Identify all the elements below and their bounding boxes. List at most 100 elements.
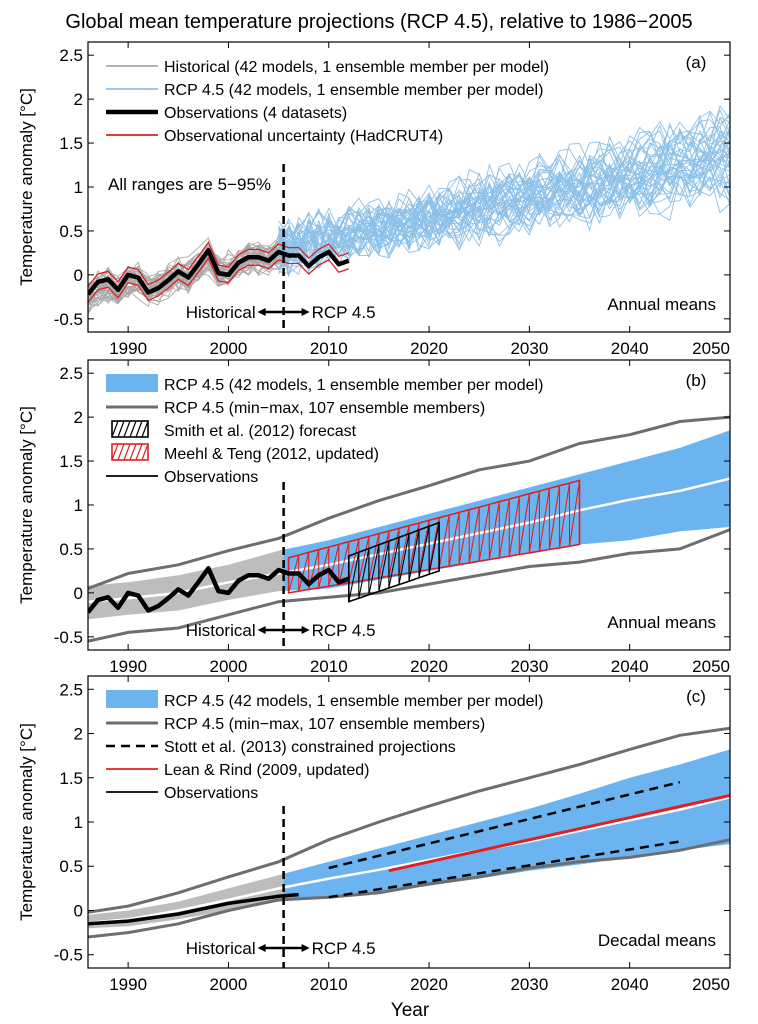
panel-label: (c): [686, 687, 706, 706]
historical-annotation: Historical: [186, 621, 256, 640]
legend-entry: Stott et al. (2013) constrained projecti…: [106, 739, 456, 756]
left-arrow-icon: [257, 944, 266, 952]
x-tick-label: 2010: [310, 339, 348, 358]
y-tick-label: 1: [74, 178, 83, 197]
historical-member-line: [88, 250, 289, 301]
median-line: [88, 795, 730, 925]
rcp-member-line: [278, 130, 730, 265]
historical-annotation: Historical: [186, 939, 256, 958]
y-axis-label: Temperature anomaly [°C]: [17, 723, 36, 921]
legend-label: Historical (42 models, 1 ensemble member…: [164, 59, 549, 76]
plot-area: [88, 415, 730, 643]
legend-label: Observations (4 datasets): [164, 105, 347, 122]
historical-member-line: [88, 243, 289, 286]
legend-label: Observations: [164, 785, 258, 802]
x-tick-label: 1990: [109, 339, 147, 358]
x-tick-label: 2010: [310, 975, 348, 994]
left-arrow-icon: [257, 626, 266, 634]
y-tick-label: 1: [74, 813, 83, 832]
y-tick-label: 1.5: [59, 769, 83, 788]
panel-a: 1990 2000 2010 2020 2030 2040 2050 -0.5 0 0.5 1 1.5…: [17, 41, 731, 358]
y-tick-label: -0.5: [54, 946, 83, 965]
x-tick-label: 2030: [510, 975, 548, 994]
panel-c: 1990 2000 2010 2020 2030 2040 2050 -0.5 0 0.5 1 1.5…: [17, 675, 731, 994]
means-annotation: Annual means: [607, 295, 716, 314]
legend-label: Observations: [164, 469, 258, 486]
y-tick-label: 0: [74, 584, 83, 603]
rcp-member-line: [278, 110, 730, 243]
min-line: [88, 528, 730, 643]
historical-band: [88, 873, 284, 929]
lean-rind-line: [388, 794, 730, 873]
rcp-member-line: [278, 114, 730, 255]
obs-uncertainty-lower: [88, 256, 350, 303]
y-tick-label: 2: [74, 725, 83, 744]
plot-area: [88, 105, 730, 315]
rcp-ensemble: [278, 105, 730, 278]
legend: Historical (42 models, 1 ensemble member…: [106, 59, 549, 145]
rcp-member-line: [278, 131, 730, 268]
legend-label: RCP 4.5 (42 models, 1 ensemble member pe…: [164, 377, 543, 394]
legend-hatch: [111, 443, 149, 461]
y-tick-label: 2: [74, 90, 83, 109]
y-axis-label: Temperature anomaly [°C]: [17, 88, 36, 286]
x-tick-label: 2020: [410, 339, 448, 358]
panel-b: 1990 2000 2010 2020 2030 2040 2050 -0.5 0 0.5 1 1.5…: [17, 359, 731, 676]
x-axis-label: Year: [391, 1000, 430, 1021]
y-axis-label: Temperature anomaly [°C]: [17, 406, 36, 604]
x-tick-label: 2040: [611, 339, 649, 358]
rcp-annotation: RCP 4.5: [312, 621, 376, 640]
x-tick-label: 2040: [611, 975, 649, 994]
rcp-member-line: [278, 138, 730, 260]
means-annotation: Annual means: [607, 613, 716, 632]
rcp-member-line: [278, 176, 730, 249]
y-tick-label: -0.5: [54, 310, 83, 329]
legend-swatch: [106, 374, 158, 392]
legend-entry: Lean & Rind (2009, updated): [106, 762, 369, 779]
legend-hatch: [111, 420, 149, 438]
x-tick-label: 2020: [410, 657, 448, 676]
range-note: All ranges are 5−95%: [108, 175, 271, 194]
legend-entry: RCP 4.5 (42 models, 1 ensemble member pe…: [106, 82, 543, 99]
observations-line: [88, 892, 299, 926]
legend-entry: Observations (4 datasets): [106, 105, 347, 122]
rcp-member-line: [278, 164, 730, 270]
plot-area: [88, 726, 730, 939]
y-tick-label: 0: [74, 266, 83, 285]
rcp-member-line: [278, 156, 730, 264]
x-tick-label: 2000: [210, 657, 248, 676]
legend-label: Meehl & Teng (2012, updated): [164, 446, 379, 463]
y-tick-label: 0.5: [59, 222, 83, 241]
right-arrow-icon: [301, 944, 310, 952]
historical-annotation: Historical: [186, 303, 256, 322]
x-tick-label: 2020: [410, 975, 448, 994]
x-tick-label: 2030: [510, 657, 548, 676]
y-tick-label: 2.5: [59, 364, 83, 383]
panel-label: (b): [686, 371, 707, 390]
x-tick-label: 2050: [692, 339, 730, 358]
legend: RCP 4.5 (42 models, 1 ensemble member pe…: [106, 690, 543, 802]
right-arrow-icon: [301, 308, 310, 316]
min-line: [88, 838, 730, 939]
rcp-annotation: RCP 4.5: [312, 939, 376, 958]
legend-label: RCP 4.5 (min−max, 107 ensemble members): [164, 400, 485, 417]
y-tick-label: 0.5: [59, 540, 83, 559]
right-arrow-icon: [301, 626, 310, 634]
means-annotation: Decadal means: [598, 931, 716, 950]
y-tick-label: 2: [74, 408, 83, 427]
x-tick-label: 1990: [109, 657, 147, 676]
x-tick-label: 2010: [310, 657, 348, 676]
legend-entry: Observational uncertainty (HadCRUT4): [106, 128, 443, 145]
x-tick-label: 2000: [210, 975, 248, 994]
legend-label: Stott et al. (2013) constrained projecti…: [164, 739, 456, 756]
x-tick-label: 2050: [692, 657, 730, 676]
historical-member-line: [88, 237, 289, 293]
max-line: [88, 726, 730, 914]
legend-label: Lean & Rind (2009, updated): [164, 762, 369, 779]
legend-entry: Observations: [106, 785, 258, 802]
historical-band: [88, 549, 284, 620]
legend: RCP 4.5 (42 models, 1 ensemble member pe…: [106, 374, 543, 486]
figure-title: Global mean temperature projections (RCP…: [65, 11, 692, 33]
max-line: [88, 415, 730, 590]
